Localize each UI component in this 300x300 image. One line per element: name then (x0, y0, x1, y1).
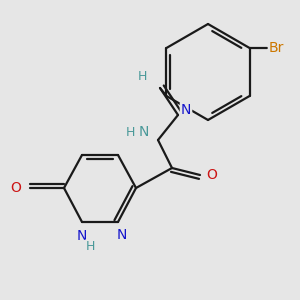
Text: H: H (137, 70, 147, 83)
Text: N: N (117, 228, 127, 242)
Text: Br: Br (269, 41, 284, 55)
Text: N: N (181, 103, 191, 117)
Text: H: H (85, 241, 95, 254)
Text: N: N (77, 229, 87, 243)
Text: N: N (139, 125, 149, 139)
Text: H: H (125, 125, 135, 139)
Text: O: O (207, 168, 218, 182)
Text: O: O (11, 181, 21, 195)
